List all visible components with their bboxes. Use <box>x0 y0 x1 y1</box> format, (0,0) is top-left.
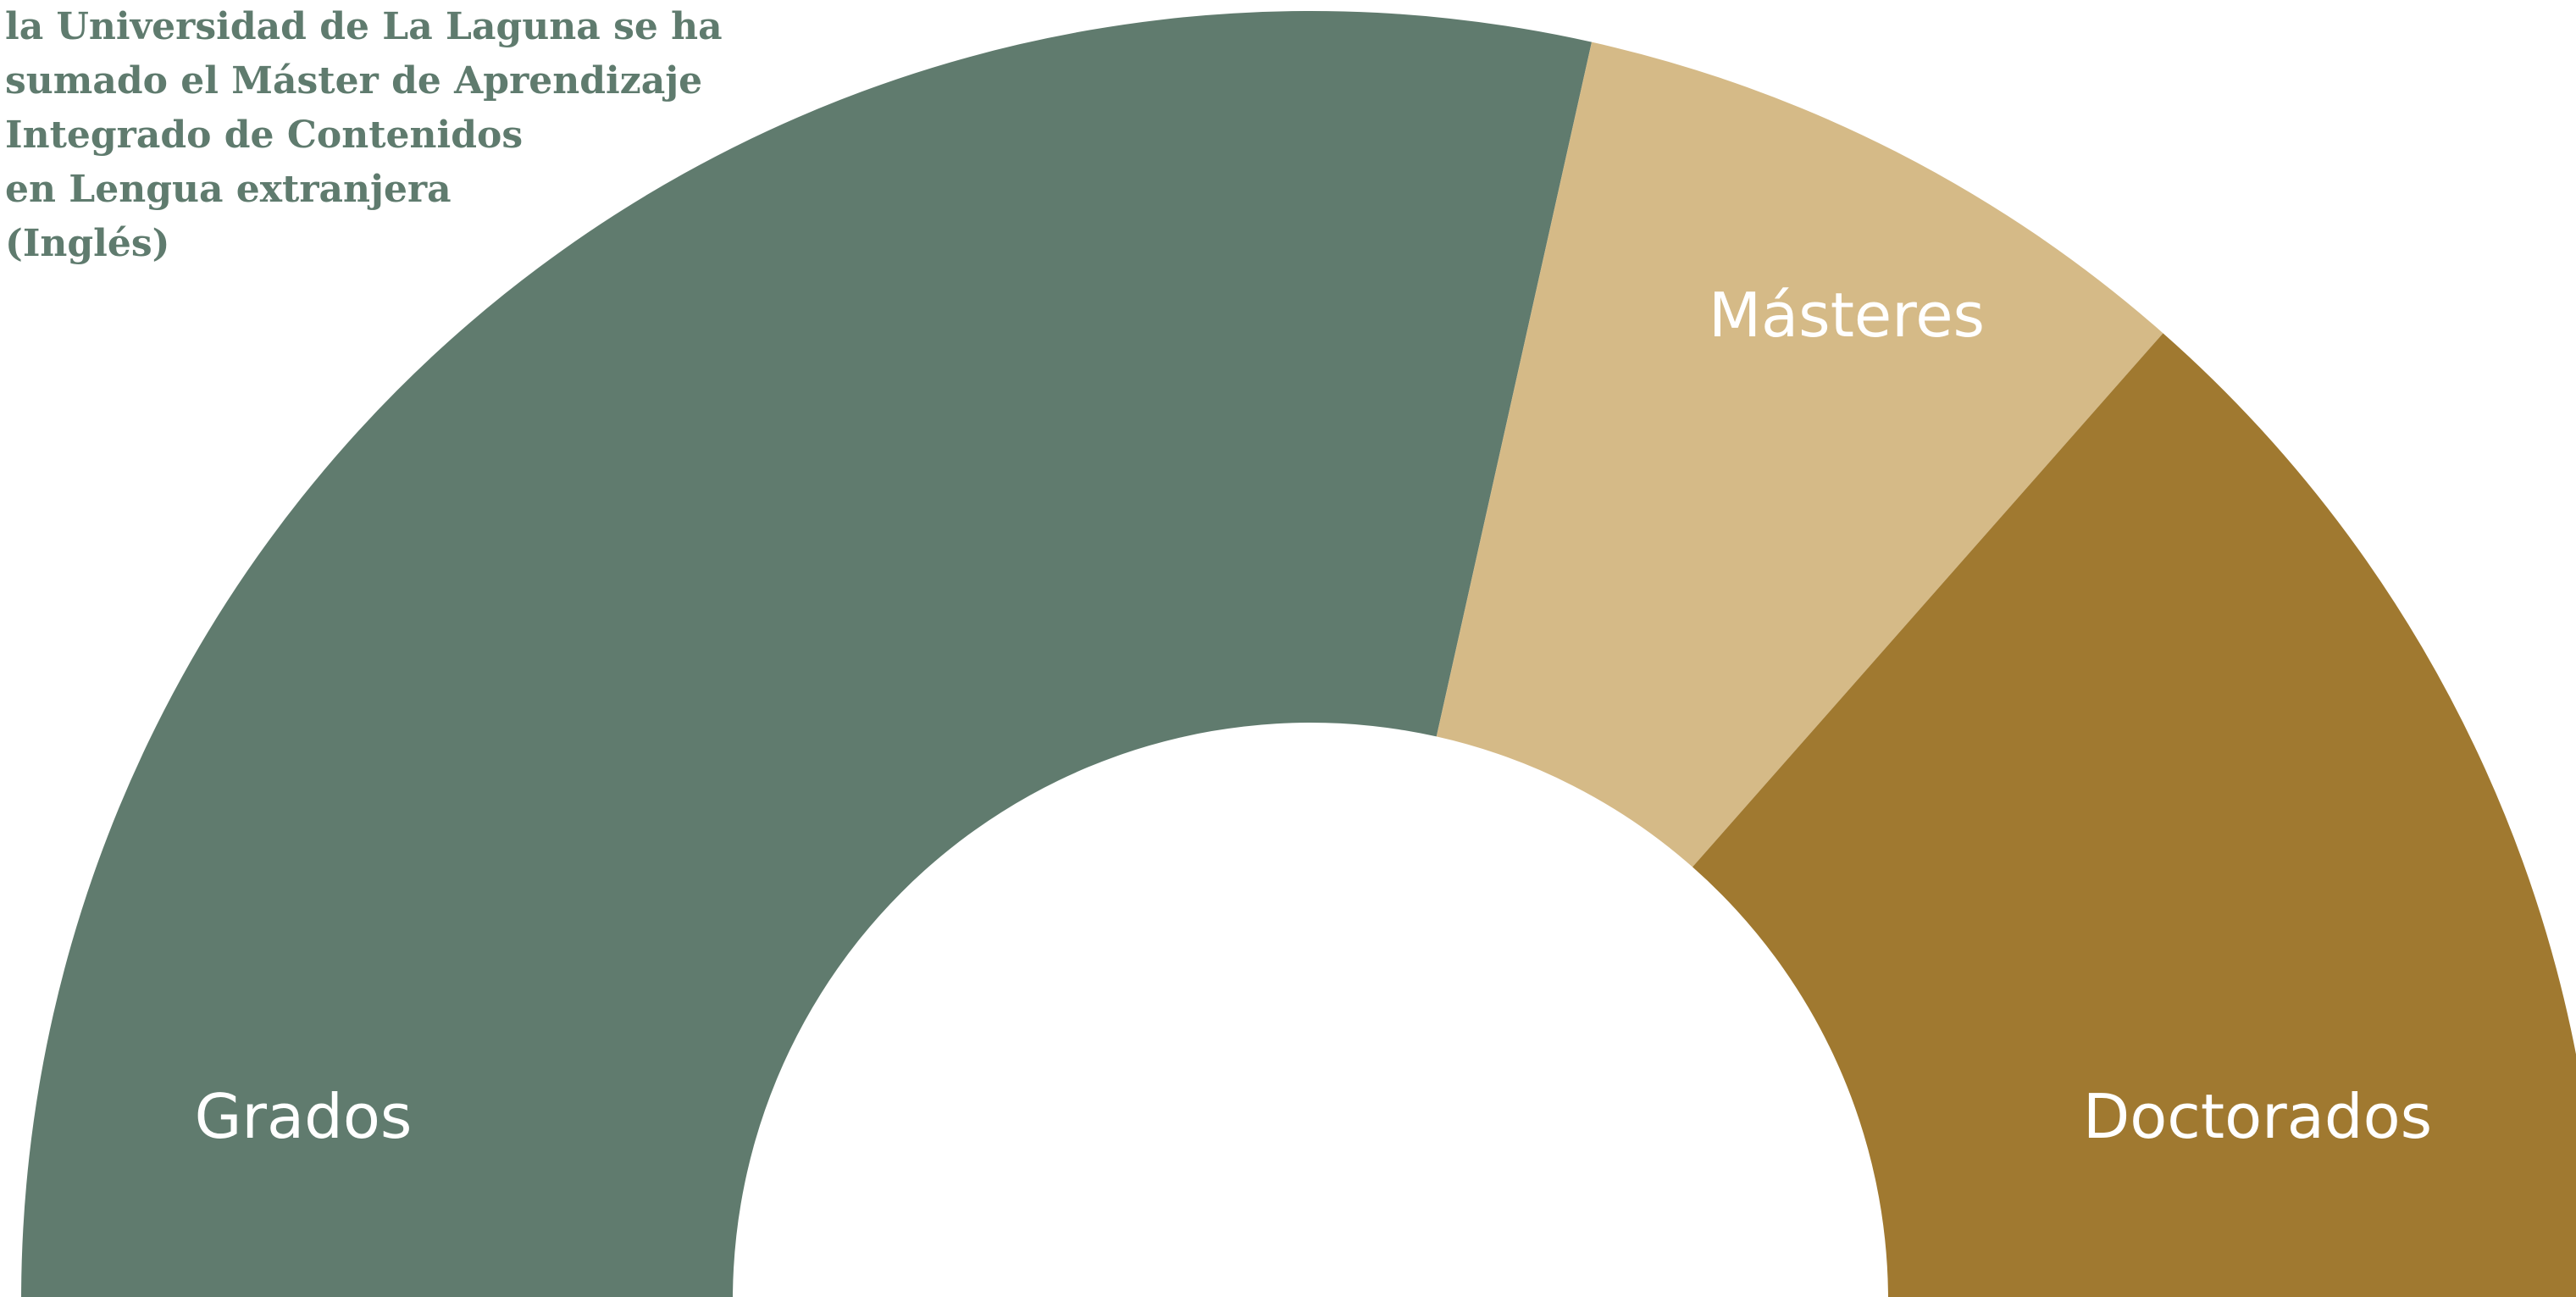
annotation-line: Integrado de Contenidos <box>5 114 524 157</box>
chart-labels: Grados Másteres Doctorados <box>195 280 2433 1152</box>
slice-grados <box>21 11 1593 1297</box>
slice-label: Doctorados <box>2083 1081 2432 1152</box>
annotation-line: la Universidad de La Laguna se ha <box>5 5 723 48</box>
chart-slices <box>21 11 2576 1297</box>
slice-doctorados <box>1692 333 2576 1297</box>
slice-label: Grados <box>195 1081 413 1152</box>
annotation-text: la Universidad de La Laguna se ha sumado… <box>5 0 767 271</box>
slice-masteres <box>1436 42 2163 867</box>
annotation-line: sumado el Máster de Aprendizaje <box>5 59 703 103</box>
annotation-line: (Inglés) <box>5 222 170 265</box>
slice-label: Másteres <box>1709 280 1985 351</box>
annotation-line: en Lengua extranjera <box>5 168 451 211</box>
